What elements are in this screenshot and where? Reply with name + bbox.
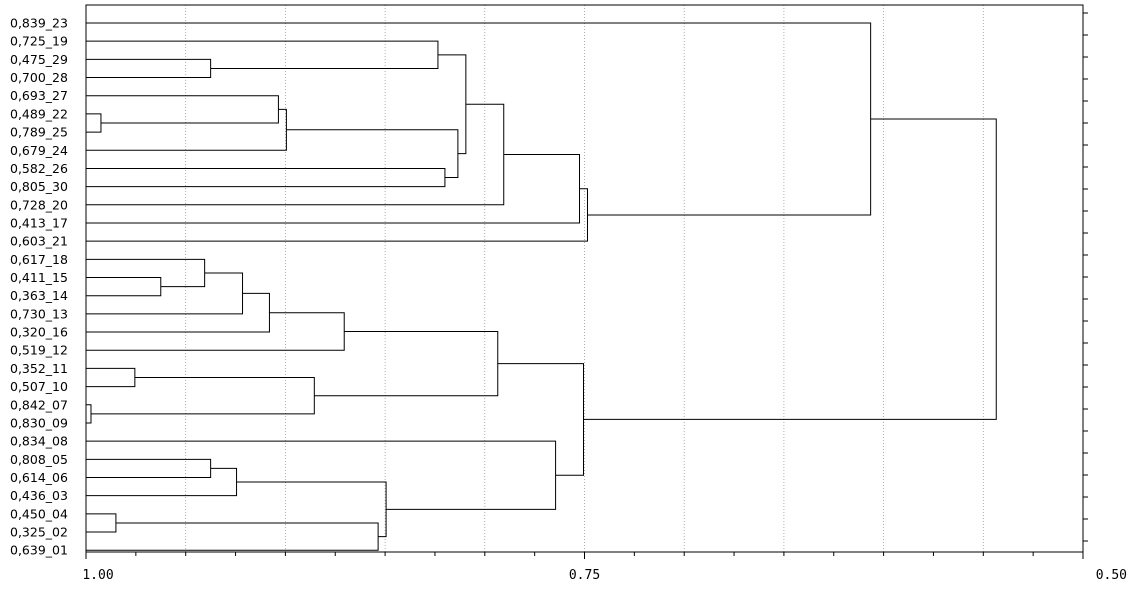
leaf-label: 0,693_27 <box>10 88 68 103</box>
leaf-label: 0,834_08 <box>10 434 68 449</box>
leaf-label: 0,614_06 <box>10 470 68 485</box>
leaf-label: 0,730_13 <box>10 306 68 321</box>
link-layer <box>86 22 997 551</box>
leaf-label: 0,805_30 <box>10 179 68 194</box>
leaf-label: 0,411_15 <box>10 270 68 285</box>
dendrogram-link-M <box>86 108 287 151</box>
leaf-label: 0,617_18 <box>10 252 68 267</box>
leaf-label: 0,450_04 <box>10 506 68 521</box>
dendrogram-link-D <box>86 367 136 388</box>
leaf-label: 0,842_07 <box>10 397 68 412</box>
plot-frame <box>85 4 1084 553</box>
dendrogram-link-U <box>437 54 467 155</box>
leaf-label: 0,519_12 <box>10 343 68 358</box>
leaf-label: 0,320_16 <box>10 325 68 340</box>
leaf-label: 0,725_19 <box>10 34 68 49</box>
leaf-label: 0,639_01 <box>10 543 68 558</box>
dendrogram-link-K <box>86 95 279 124</box>
dendrogram-link-O <box>86 522 379 551</box>
leaf-label: 0,700_28 <box>10 70 68 85</box>
dendrogram-link-W <box>314 330 499 397</box>
dendrogram-link-J <box>86 272 244 315</box>
dendrogram-link-F <box>86 258 206 288</box>
leaf-label: 0,582_26 <box>10 161 68 176</box>
dendrogram-link-P <box>236 481 387 538</box>
leaf-label: 0,789_25 <box>10 125 68 140</box>
dendrogram-link-AA <box>86 188 588 242</box>
dendrogram-link-Z <box>86 154 581 224</box>
leaf-label: 0,436_03 <box>10 488 68 503</box>
dendrogram-link-S <box>286 129 459 179</box>
leaf-label: 0,352_11 <box>10 361 68 376</box>
dendrogram-link-Y <box>497 363 585 476</box>
leaf-label-layer: 0,839_23 0,725_19 0,475_29 0,700_28 0,693_27… <box>10 16 68 558</box>
dendrogram-link-G <box>86 58 212 79</box>
dendrogram-link-X <box>86 440 557 510</box>
leaf-label: 0,679_24 <box>10 143 68 158</box>
dendrogram-link-C <box>86 513 117 533</box>
dendrogram-link-AC <box>583 118 997 420</box>
dendrogram-link-B <box>86 113 102 133</box>
leaf-label: 0,475_29 <box>10 52 68 67</box>
dendrogram-link-I <box>86 467 238 497</box>
x-tick-label: 1.00 <box>82 568 113 583</box>
x-axis: 1.00 0.75 0.50 <box>82 12 1127 583</box>
dendrogram-link-T <box>86 40 439 69</box>
grid-layer <box>185 5 984 552</box>
dendrogram-link-E <box>86 277 162 297</box>
leaf-label: 0,489_22 <box>10 106 68 121</box>
leaf-label: 0,839_23 <box>10 16 68 31</box>
leaf-label: 0,507_10 <box>10 379 68 394</box>
dendrogram-link-Q <box>86 312 345 351</box>
x-tick-label: 0.50 <box>1096 568 1127 583</box>
leaf-label: 0,413_17 <box>10 215 68 230</box>
dendrogram-link-L <box>86 292 270 333</box>
leaf-label: 0,603_21 <box>10 234 68 249</box>
leaf-label: 0,363_14 <box>10 288 68 303</box>
dendrogram-link-A <box>86 404 92 424</box>
x-tick-label: 0.75 <box>569 568 600 583</box>
dendrogram-link-R <box>86 167 446 188</box>
leaf-label: 0,830_09 <box>10 415 68 430</box>
dendrogram-link-V <box>86 103 505 206</box>
leaf-label: 0,808_05 <box>10 452 68 467</box>
dendrogram-link-H <box>86 458 212 478</box>
leaf-label: 0,728_20 <box>10 197 68 212</box>
dendrogram-link-N <box>90 377 315 415</box>
leaf-label: 0,325_02 <box>10 525 68 540</box>
